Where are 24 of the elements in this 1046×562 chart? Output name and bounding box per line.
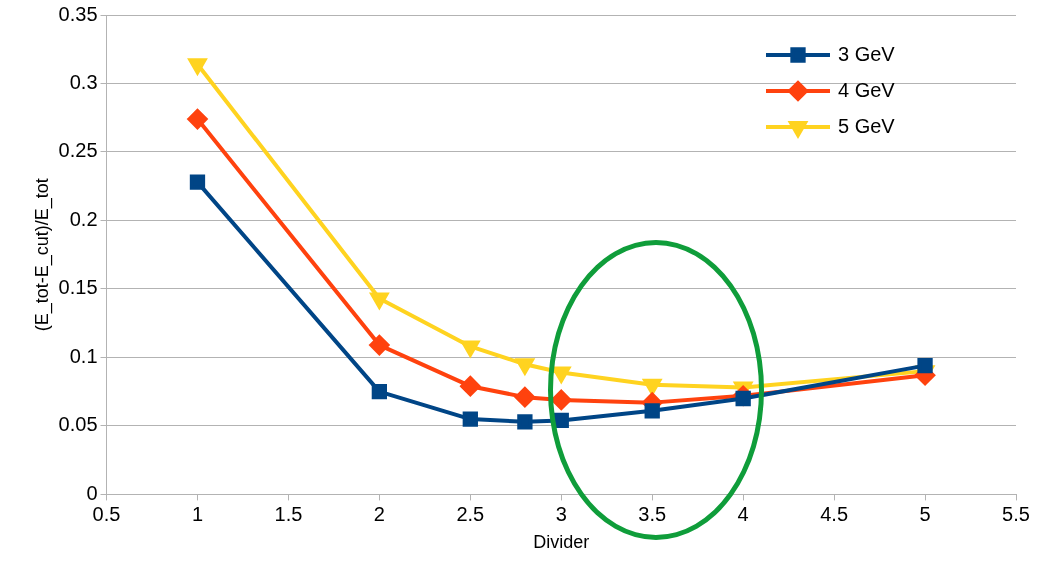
y-tick-label: 0.25	[58, 139, 98, 162]
legend-label: 3 GeV	[838, 42, 896, 65]
x-axis-title: Divider	[533, 532, 590, 553]
x-tick-label: 4.5	[820, 502, 849, 525]
x-tick-label: 3	[555, 502, 567, 525]
x-tick-label: 4	[737, 502, 749, 525]
y-tick-label: 0.15	[58, 276, 98, 299]
x-tick-label: 1.5	[274, 502, 303, 525]
x-tick-label: 5	[919, 502, 931, 525]
x-tick-label: 5.5	[1002, 502, 1030, 525]
x-tick-label: 2.5	[456, 502, 485, 525]
x-tick-label: 0.5	[92, 502, 121, 525]
y-tick-label: 0.1	[69, 344, 98, 367]
y-tick-label: 0	[86, 481, 98, 504]
legend-label: 4 GeV	[838, 78, 896, 101]
x-tick-label: 1	[191, 502, 204, 525]
x-tick-label: 2	[373, 502, 385, 525]
y-tick-label: 0.05	[58, 413, 98, 436]
y-axis-title: (E_tot-E_cut)/E_tot	[31, 178, 53, 332]
y-tick-label: 0.35	[58, 2, 98, 25]
x-tick-label: 3.5	[638, 502, 667, 525]
y-tick-label: 0.2	[69, 207, 98, 230]
y-tick-label: 0.3	[69, 71, 98, 93]
legend-label: 5 GeV	[838, 114, 896, 137]
